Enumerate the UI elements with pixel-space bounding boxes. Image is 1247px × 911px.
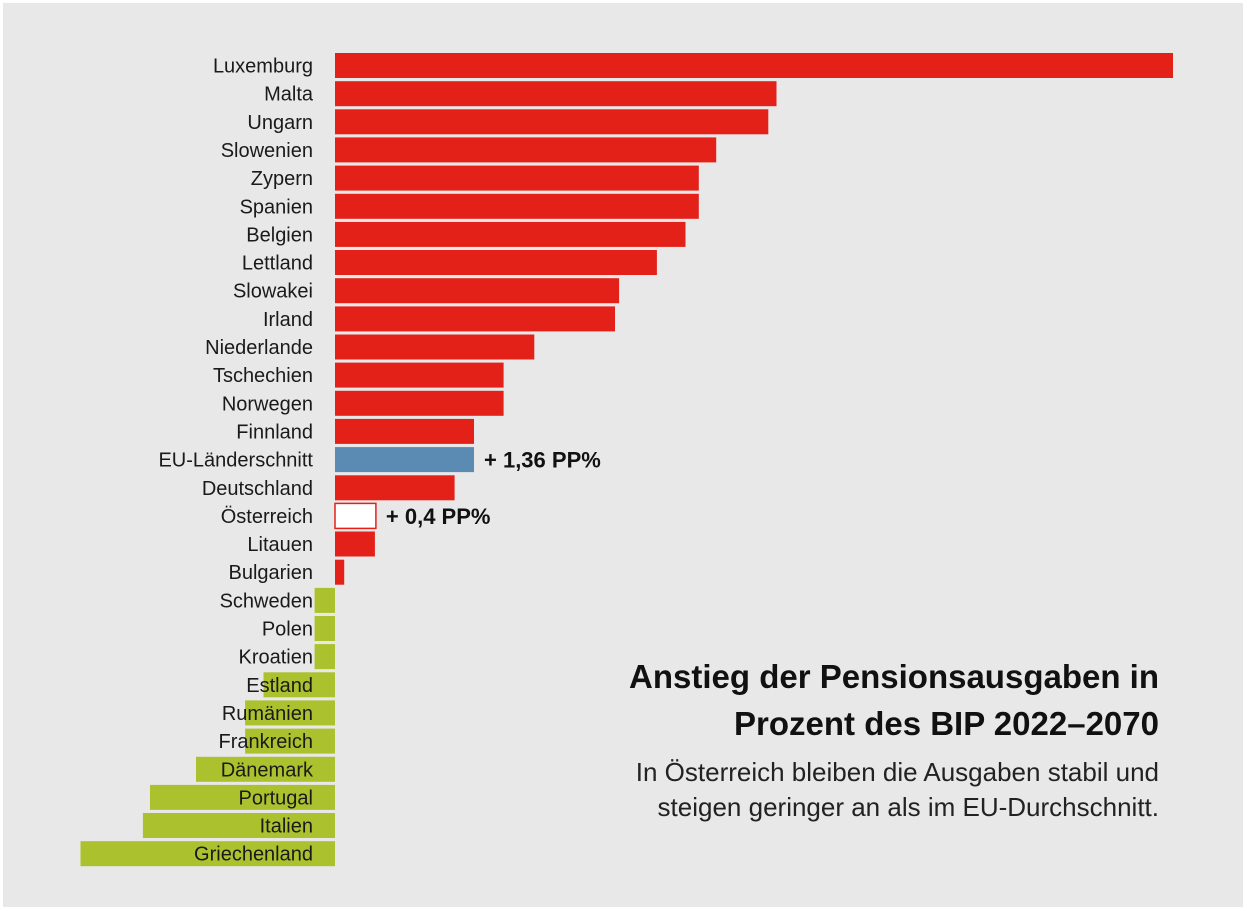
category-label-oesterreich: Österreich (221, 506, 313, 528)
bar-frankreich (245, 728, 335, 754)
title-block: Anstieg der Pensionsausgaben in Prozent … (519, 653, 1159, 825)
bar-ungarn (335, 109, 769, 135)
category-label-irland: Irland (263, 309, 313, 331)
bar-lettland (335, 250, 657, 275)
bar-slowenien (335, 137, 717, 163)
category-label-rumaenien: Rumänien (222, 703, 313, 725)
category-label-belgien: Belgien (246, 224, 313, 246)
bar-polen (314, 616, 335, 641)
bar-tschechien (335, 362, 504, 388)
bar-belgien (335, 221, 686, 247)
category-label-griechenland: Griechenland (194, 844, 313, 866)
category-label-malta: Malta (264, 84, 314, 106)
chart-subtitle-line-2: steigen geringer an als im EU-Durchschni… (657, 792, 1159, 822)
category-label-slowenien: Slowenien (221, 140, 313, 162)
chart-title-line-1: Anstieg der Pensionsausgaben in (629, 658, 1159, 695)
bar-slowakei (335, 278, 620, 304)
category-label-slowakei: Slowakei (233, 281, 313, 303)
bar-litauen (335, 531, 375, 557)
bar-rumaenien (245, 700, 335, 726)
bar-griechenland (80, 841, 335, 867)
annotation-eu-laenderschnitt: + 1,36 PP% (484, 448, 601, 473)
category-label-eu-laenderschnitt: EU-Länderschnitt (158, 450, 313, 472)
category-label-estland: Estland (246, 675, 313, 697)
chart-title: Anstieg der Pensionsausgaben in Prozent … (519, 653, 1159, 747)
category-label-bulgarien: Bulgarien (228, 562, 313, 584)
bar-spanien (335, 193, 699, 219)
bar-bulgarien (335, 559, 345, 585)
bar-niederlande (335, 334, 535, 360)
category-label-schweden: Schweden (220, 590, 313, 612)
category-label-litauen: Litauen (247, 534, 313, 556)
bar-portugal (150, 784, 335, 810)
category-label-tschechien: Tschechien (213, 365, 313, 387)
category-label-kroatien: Kroatien (239, 647, 314, 669)
bar-eu-laenderschnitt (335, 447, 474, 473)
bar-chart: Luxemburg Malta Ungarn Slowenien Zypern Spani… (80, 53, 1173, 867)
category-label-italien: Italien (260, 816, 313, 838)
category-label-spanien: Spanien (240, 196, 313, 218)
bar-luxemburg (335, 53, 1173, 78)
category-label-niederlande: Niederlande (205, 337, 313, 359)
category-label-luxemburg: Luxemburg (213, 56, 313, 78)
bar-finnland (335, 418, 474, 444)
bar-estland (263, 672, 335, 698)
category-label-lettland: Lettland (242, 253, 313, 275)
category-label-zypern: Zypern (251, 168, 313, 190)
bar-deutschland (335, 475, 455, 501)
category-label-daenemark: Dänemark (221, 759, 314, 781)
bar-kroatien (314, 644, 335, 670)
chart-subtitle-line-1: In Österreich bleiben die Ausgaben stabi… (635, 757, 1159, 787)
category-label-ungarn: Ungarn (247, 112, 313, 134)
bar-oesterreich (334, 502, 377, 530)
annotation-oesterreich: + 0,4 PP% (386, 504, 491, 529)
bar-irland (335, 306, 615, 332)
category-label-finnland: Finnland (236, 421, 313, 443)
category-label-portugal: Portugal (239, 787, 314, 809)
category-label-deutschland: Deutschland (202, 478, 313, 500)
chart-title-line-2: Prozent des BIP 2022–2070 (734, 705, 1159, 742)
chart-subtitle: In Österreich bleiben die Ausgaben stabi… (519, 755, 1159, 825)
bar-schweden (314, 587, 335, 613)
category-label-norwegen: Norwegen (222, 393, 313, 415)
bar-zypern (335, 165, 699, 191)
bar-malta (335, 81, 777, 107)
category-label-polen: Polen (262, 619, 313, 641)
category-label-frankreich: Frankreich (219, 731, 313, 753)
bar-daenemark (196, 756, 335, 782)
chart-panel: Luxemburg Malta Ungarn Slowenien Zypern Spani… (3, 3, 1243, 907)
bar-italien (142, 813, 335, 838)
bar-norwegen (335, 390, 504, 416)
